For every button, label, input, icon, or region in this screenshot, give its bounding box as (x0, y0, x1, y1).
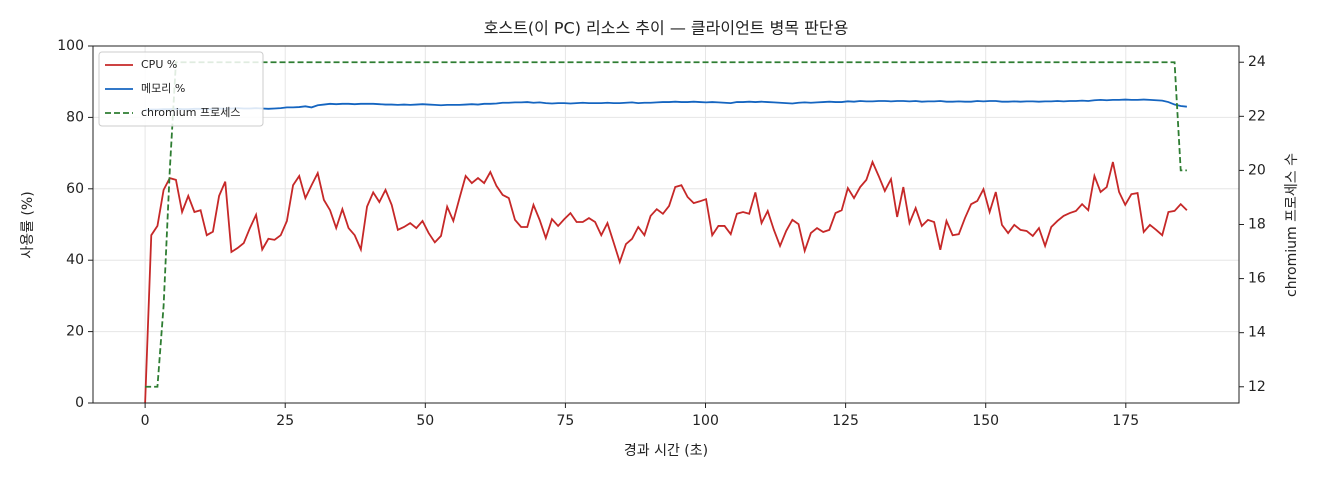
x-tick-label: 100 (692, 413, 719, 429)
y2-tick-label: 22 (1248, 108, 1266, 124)
y-tick-label: 40 (66, 252, 84, 268)
x-axis-label: 경과 시간 (초) (624, 443, 708, 459)
x-tick-label: 25 (276, 413, 294, 429)
legend-box (98, 51, 264, 127)
y-tick-label: 20 (66, 324, 84, 340)
y2-tick-label: 20 (1248, 162, 1266, 178)
y2-axis-label: chromium 프로세스 수 (1284, 153, 1300, 297)
y2-tick-label: 12 (1248, 379, 1266, 395)
y2-tick-label: 16 (1248, 271, 1266, 287)
chart-title: 호스트(이 PC) 리소스 추이 — 클라이언트 병목 판단용 (484, 19, 849, 38)
x-tick-label: 75 (556, 413, 574, 429)
x-tick-label: 50 (416, 413, 434, 429)
x-tick-label: 0 (141, 413, 150, 429)
x-tick-label: 175 (1112, 413, 1139, 429)
legend-label: 메모리 % (141, 82, 185, 95)
series-line (145, 61, 1187, 388)
y-axis-label: 사용률 (%) (20, 191, 36, 258)
y-tick-label: 80 (66, 109, 84, 125)
legend: CPU % 메모리 % chromium 프로세스 (98, 51, 264, 127)
x-tick-label: 125 (832, 413, 859, 429)
y2-tick-label: 24 (1248, 54, 1266, 70)
grid (93, 45, 1239, 404)
y2-tick-label: 14 (1248, 325, 1266, 341)
y-tick-label: 60 (66, 181, 84, 197)
legend-label: chromium 프로세스 (141, 106, 240, 119)
y-tick-label: 0 (75, 395, 84, 411)
series-line (144, 159, 1188, 404)
x-tick-label: 150 (972, 413, 999, 429)
series-line (145, 98, 1187, 111)
y-tick-label: 100 (57, 38, 84, 54)
y2-tick-label: 18 (1248, 217, 1266, 233)
plot-frame (92, 45, 1240, 404)
legend-label: CPU % (141, 58, 177, 71)
